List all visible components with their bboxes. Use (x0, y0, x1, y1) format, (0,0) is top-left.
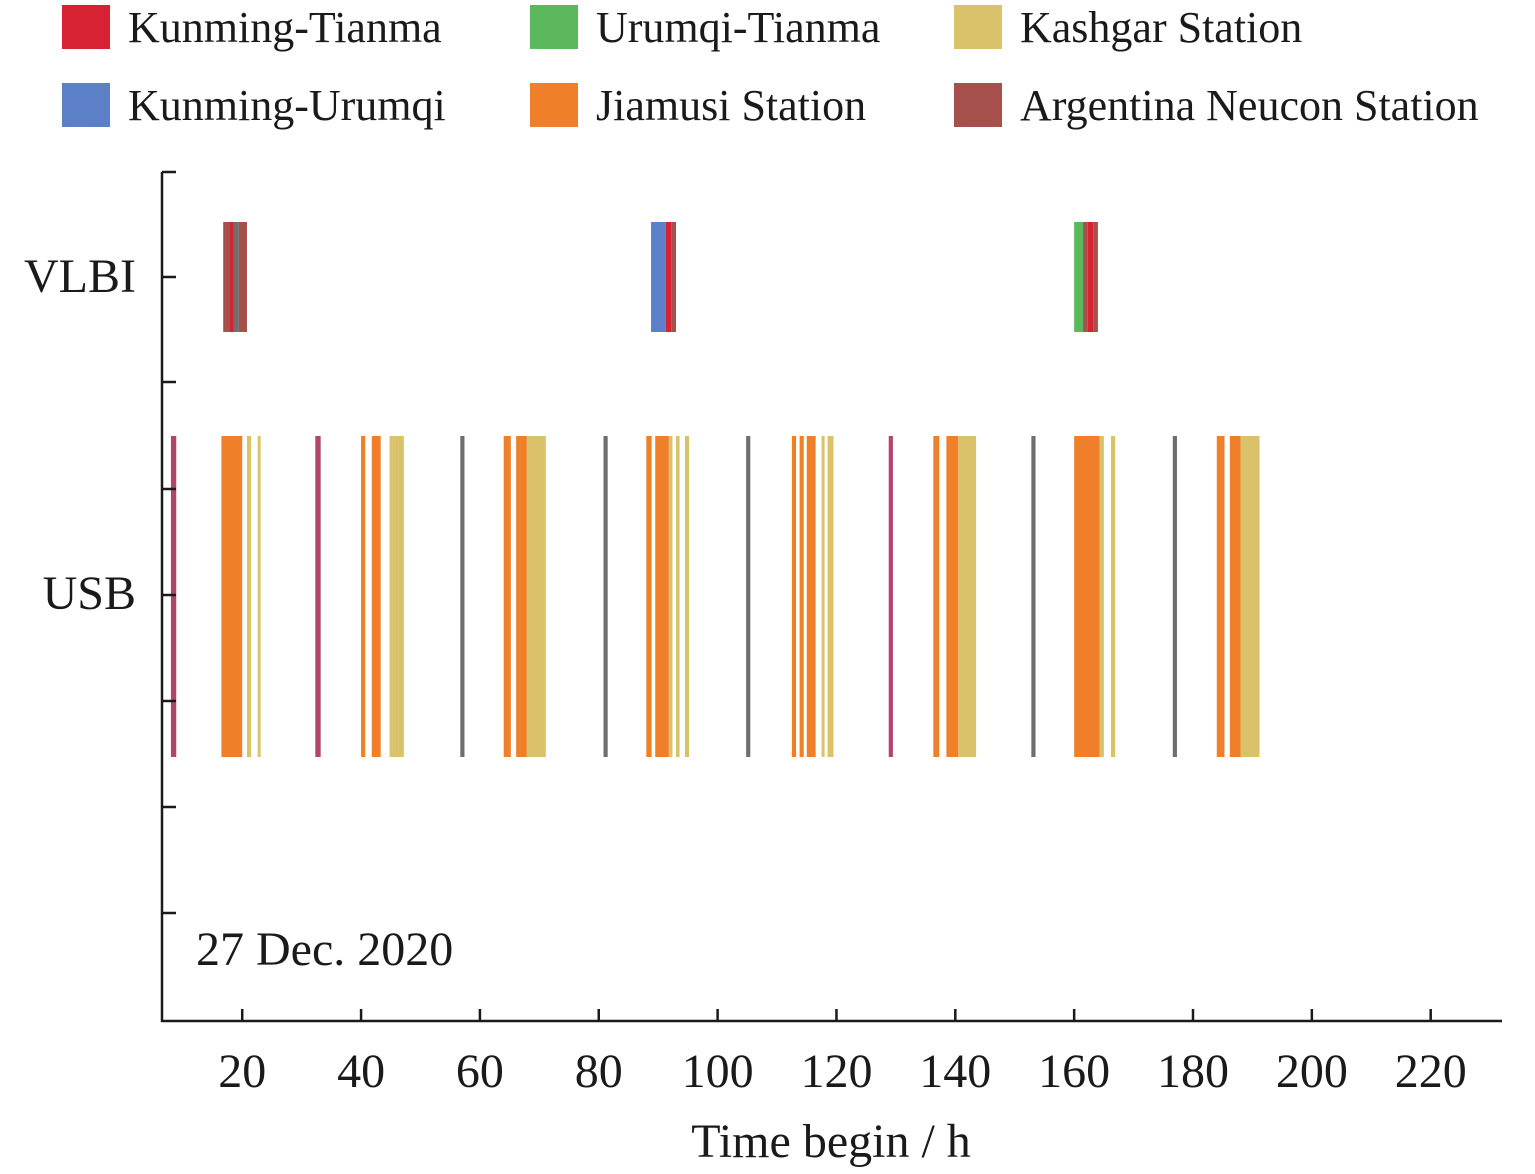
legend-item: Urumqi-Tianma (530, 2, 881, 52)
usb-bar (888, 436, 893, 757)
usb-bar (646, 436, 652, 757)
usb-bar (315, 436, 321, 757)
x-tick-label: 220 (1395, 1045, 1467, 1098)
usb-bar (221, 436, 243, 757)
vlbi-bar (233, 222, 239, 332)
usb-bar (603, 436, 608, 757)
usb-bar (389, 436, 393, 757)
legend-swatch (530, 5, 578, 49)
usb-bar (684, 436, 690, 757)
x-tick-label: 40 (337, 1045, 385, 1098)
x-tick-label: 100 (682, 1045, 754, 1098)
usb-bar (392, 436, 404, 757)
usb-bar (1074, 436, 1100, 757)
usb-bar (946, 436, 959, 757)
legend-item: Kashgar Station (954, 2, 1303, 52)
vlbi-bar (1074, 222, 1084, 332)
legend-label: Jiamusi Station (596, 80, 867, 130)
usb-bar (1216, 436, 1225, 757)
usb-bar (1172, 436, 1177, 757)
legend-swatch (954, 5, 1002, 49)
usb-bar (655, 436, 669, 757)
legend-label: Kunming-Urumqi (128, 80, 446, 130)
usb-bar (1229, 436, 1241, 757)
legend-item: Argentina Neucon Station (954, 80, 1479, 130)
category-label-vlbi: VLBI (24, 250, 136, 303)
usb-bar (958, 436, 977, 757)
usb-bar (827, 436, 834, 757)
vlbi-bar (238, 222, 247, 332)
usb-bar (170, 436, 177, 757)
usb-bar (361, 436, 366, 757)
usb-bar (1240, 436, 1260, 757)
legend-swatch (530, 83, 578, 127)
usb-bar (1031, 436, 1036, 757)
usb-bar (668, 436, 673, 757)
legend: Kunming-Tianma Urumqi-Tianma Kashgar Stati… (0, 0, 1535, 140)
x-tick-label: 20 (218, 1045, 266, 1098)
legend-label: Kunming-Tianma (128, 2, 442, 52)
x-tick-label: 160 (1038, 1045, 1110, 1098)
vlbi-bar (1087, 222, 1094, 332)
usb-bar (933, 436, 940, 757)
legend-item: Kunming-Tianma (62, 2, 442, 52)
legend-item: Kunming-Urumqi (62, 80, 446, 130)
legend-label: Argentina Neucon Station (1020, 80, 1479, 130)
legend-item: Jiamusi Station (530, 80, 867, 130)
usb-bar (746, 436, 751, 757)
legend-swatch (62, 5, 110, 49)
vlbi-bars (223, 222, 1098, 332)
usb-bar (503, 436, 511, 757)
x-tick-label: 60 (456, 1045, 504, 1098)
usb-bars (170, 436, 1260, 757)
vlbi-bar (1093, 222, 1098, 332)
vlbi-bar (1083, 222, 1088, 332)
x-tick-label: 80 (575, 1045, 623, 1098)
usb-bar (1099, 436, 1104, 757)
usb-bar (806, 436, 816, 757)
vlbi-bar (665, 222, 672, 332)
usb-bar (371, 436, 381, 757)
usb-bar (516, 436, 527, 757)
usb-bar (676, 436, 680, 757)
legend-label: Urumqi-Tianma (596, 2, 881, 52)
usb-bar (1110, 436, 1116, 757)
usb-bar (246, 436, 252, 757)
y-axis-ticks (162, 170, 176, 915)
vlbi-bar (229, 222, 234, 332)
usb-bar (460, 436, 465, 757)
x-axis-label: Time begin / h (691, 1115, 971, 1168)
x-axis-ticks: 20 40 60 80 100 120 140 160 180 200 220 (218, 1009, 1467, 1098)
vlbi-bar (651, 222, 666, 332)
usb-bar (791, 436, 797, 757)
legend-label: Kashgar Station (1020, 2, 1303, 52)
x-tick-label: 180 (1157, 1045, 1229, 1098)
vlbi-bar (671, 222, 677, 332)
category-label-usb: USB (43, 567, 136, 620)
usb-bar (821, 436, 825, 757)
x-tick-label: 140 (919, 1045, 991, 1098)
date-annotation: 27 Dec. 2020 (196, 923, 453, 976)
x-tick-label: 120 (800, 1045, 872, 1098)
legend-swatch (62, 83, 110, 127)
x-tick-label: 200 (1276, 1045, 1348, 1098)
legend-swatch (954, 83, 1002, 127)
usb-bar (526, 436, 546, 757)
usb-bar (799, 436, 804, 757)
vlbi-bar (223, 222, 230, 332)
usb-bar (257, 436, 261, 757)
